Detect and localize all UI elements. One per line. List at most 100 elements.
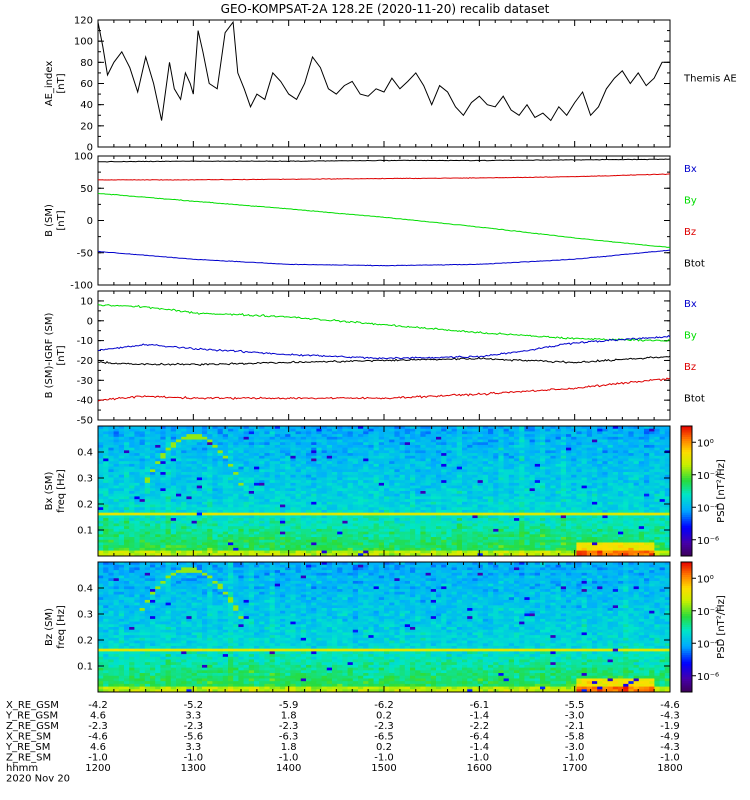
spectrogram-cell <box>176 431 182 435</box>
spectrogram-cell <box>311 436 317 440</box>
spectrogram-cell <box>581 488 588 492</box>
spectrogram-cell <box>321 428 328 432</box>
spectrogram-cell <box>352 512 359 516</box>
spectrogram-cell <box>566 528 572 533</box>
spectrogram-cell <box>498 550 504 554</box>
spectrogram-cell <box>550 496 556 500</box>
spectrogram-cell <box>113 507 120 511</box>
spectrogram-cell <box>566 461 572 465</box>
spectrogram-cell <box>378 463 385 468</box>
spectrogram-cell <box>430 453 437 457</box>
spectrogram-cell <box>441 504 447 508</box>
spectrogram-cell <box>337 426 343 430</box>
spectrogram-cell <box>498 482 504 486</box>
spectrogram-cell <box>202 434 208 438</box>
spectrogram-cell <box>139 515 146 519</box>
spectrogram-cell <box>186 480 192 484</box>
spectrogram-cell <box>441 442 447 446</box>
spectrogram-cell <box>196 434 203 438</box>
spectrogram-cell <box>581 472 588 476</box>
spectrogram-cell <box>98 542 104 546</box>
spectrogram-cell <box>306 553 312 557</box>
spectrogram-cell <box>592 537 598 541</box>
spectrogram-cell <box>373 512 380 516</box>
spectrogram-cell <box>430 542 437 546</box>
spectrogram-cell <box>514 469 520 473</box>
spectrogram-cell <box>384 512 390 516</box>
spectrogram-cell <box>529 518 536 522</box>
spectrogram-cell <box>217 431 224 435</box>
spectrogram-cell <box>326 455 333 459</box>
spectrogram-cell <box>368 531 374 535</box>
spectrogram-cell <box>415 428 421 432</box>
spectrogram-cell <box>534 491 541 495</box>
spectrogram-cell <box>498 518 504 522</box>
spectrogram-cell <box>264 442 270 446</box>
spectrogram-cell <box>394 458 400 462</box>
spectrogram-cell <box>415 493 421 497</box>
y-tick-label: -20 <box>77 356 93 367</box>
spectrogram-cell <box>519 537 525 541</box>
spectrogram-cell <box>144 491 151 495</box>
spectrogram-cell <box>264 545 270 549</box>
spectrogram-cell <box>248 436 255 440</box>
spectrogram-cell <box>124 520 130 524</box>
spectrogram-cell <box>404 550 411 554</box>
spectrogram-cell <box>311 547 317 551</box>
spectrogram-cell <box>446 482 452 486</box>
spectrogram-cell <box>571 550 577 554</box>
spectrogram-cell <box>524 428 530 432</box>
spectrogram-cell <box>337 534 343 538</box>
spectrogram-cell <box>519 553 525 557</box>
spectrogram-cell <box>430 539 437 543</box>
spectrogram-cell <box>295 512 302 516</box>
series-line-b_sm-btot <box>97 158 671 163</box>
spectrogram-cell <box>181 447 187 451</box>
spectrogram-cell <box>191 534 198 538</box>
spectrogram-cell <box>191 482 198 486</box>
spectrogram-cell <box>202 485 208 489</box>
spectrogram-cell <box>592 504 598 508</box>
spectrogram-cell <box>233 488 239 492</box>
spectrogram-cell <box>503 553 510 557</box>
spectrogram-cell <box>103 550 109 554</box>
spectrogram-cell <box>368 431 374 435</box>
spectrogram-cell <box>212 550 218 554</box>
spectrogram-cell <box>524 491 530 495</box>
spectrogram-cell <box>228 501 234 505</box>
spectrogram-cell <box>207 509 213 514</box>
spectrogram-cell <box>545 493 551 497</box>
spectrogram-cell <box>332 434 338 438</box>
spectrogram-cell <box>482 447 489 451</box>
spectrogram-cell <box>311 482 317 486</box>
spectrogram-cell <box>488 526 494 530</box>
spectrogram-cell <box>160 515 166 519</box>
spectrogram-cell <box>274 488 281 492</box>
spectrogram-cell <box>462 553 468 557</box>
spectrogram-cell <box>446 539 452 543</box>
spectrogram-cell <box>555 509 562 514</box>
spectrogram-cell <box>425 534 432 538</box>
spectrogram-cell <box>280 537 286 541</box>
spectrogram-cell <box>202 472 208 476</box>
spectrogram-cell <box>410 431 416 435</box>
spectrogram-cell <box>519 480 525 484</box>
spectrogram-cell <box>285 523 291 527</box>
spectrogram-cell <box>285 493 291 497</box>
spectrogram-cell <box>347 434 354 438</box>
spectrogram-cell <box>550 461 556 465</box>
spectrogram-cell <box>238 439 244 443</box>
spectrogram-cell <box>202 469 208 473</box>
spectrogram-cell <box>472 485 478 489</box>
spectrogram-cell <box>181 431 187 435</box>
spectrogram-cell <box>217 472 224 476</box>
spectrogram-cell <box>342 537 348 541</box>
spectrogram-cell <box>498 477 504 481</box>
spectrogram-cell <box>124 469 130 473</box>
spectrogram-cell <box>519 520 525 524</box>
spectrogram-cell <box>316 526 322 530</box>
spectrogram-cell <box>493 501 499 505</box>
spectrogram-cell <box>446 515 452 519</box>
spectrogram-cell <box>441 458 447 462</box>
spectrogram-cell <box>196 469 203 473</box>
